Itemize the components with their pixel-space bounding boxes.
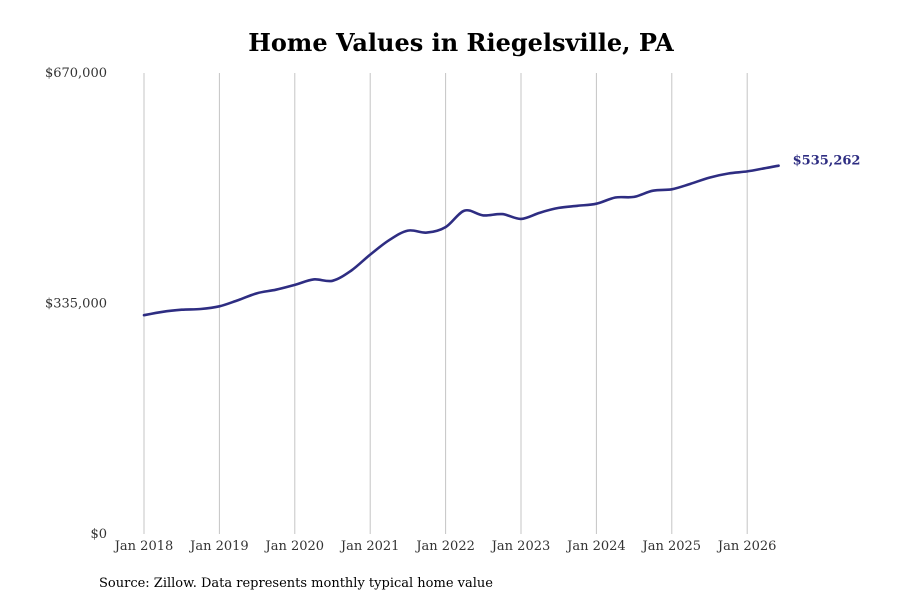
x-tick-label: Jan 2026: [716, 539, 777, 554]
vertical-grid: [143, 73, 748, 534]
x-tick-label: Jan 2019: [188, 539, 249, 554]
x-tick-label: Jan 2021: [339, 539, 400, 554]
source-note: Source: Zillow. Data represents monthly …: [99, 576, 493, 591]
x-tick-label: Jan 2023: [490, 539, 551, 554]
end-value-label: $535,262: [793, 154, 861, 169]
chart-title: Home Values in Riegelsville, PA: [248, 28, 674, 57]
x-tick-label: Jan 2025: [641, 539, 702, 554]
x-tick-label: Jan 2020: [264, 539, 325, 554]
y-tick-label: $670,000: [45, 66, 107, 81]
y-axis-labels: $0 $335,000 $670,000: [45, 66, 107, 542]
x-axis-labels: Jan 2018 Jan 2019 Jan 2020 Jan 2021 Jan 2022…: [113, 539, 777, 554]
y-tick-label: $0: [90, 527, 107, 542]
home-value-line: [142, 164, 780, 317]
x-tick-label: Jan 2024: [565, 539, 626, 554]
x-tick-label: Jan 2018: [113, 539, 174, 554]
x-tick-label: Jan 2022: [414, 539, 475, 554]
y-tick-label: $335,000: [45, 297, 107, 312]
